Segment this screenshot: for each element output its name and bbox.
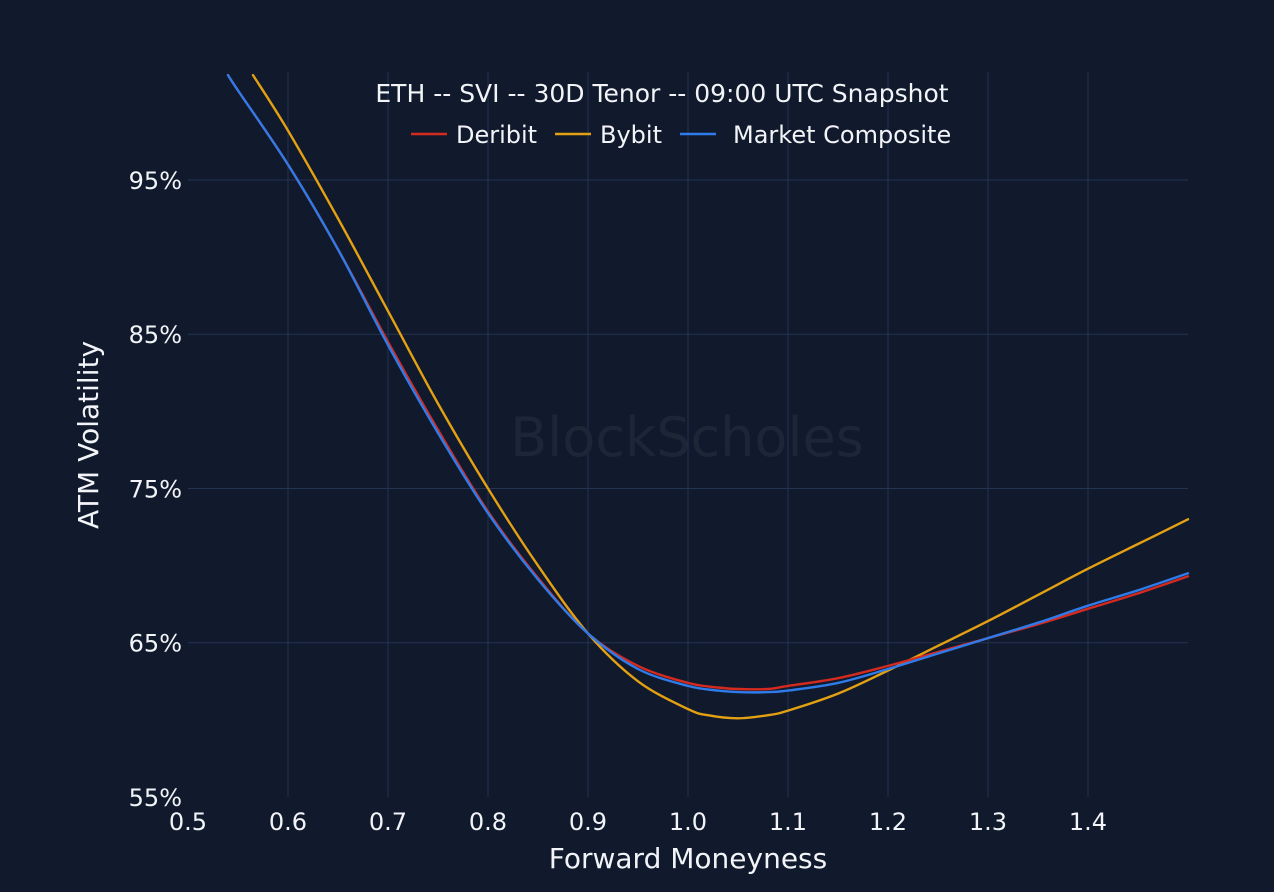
legend: Deribit Bybit Market Composite [411, 121, 951, 149]
x-tick-label: 1.1 [769, 808, 807, 836]
series-line-deribit [226, 73, 1190, 691]
series-lines [226, 73, 1190, 720]
grid [188, 72, 1188, 797]
series-line-market-composite [226, 73, 1190, 694]
x-tick-label: 1.0 [669, 808, 707, 836]
x-tick-label: 0.6 [269, 808, 307, 836]
y-tick-label: 75% [129, 475, 182, 503]
y-tick-label: 95% [129, 167, 182, 195]
y-axis-label: ATM Volatility [72, 341, 105, 529]
series-line-bybit [251, 73, 1190, 720]
x-tick-label: 0.5 [169, 808, 207, 836]
y-tick-label: 85% [129, 321, 182, 349]
legend-item-deribit[interactable]: Deribit [411, 121, 537, 149]
legend-item-bybit[interactable]: Bybit [555, 121, 662, 149]
legend-label: Bybit [600, 121, 662, 149]
legend-label: Deribit [456, 121, 537, 149]
x-tick-label: 1.2 [869, 808, 907, 836]
x-tick-label: 0.9 [569, 808, 607, 836]
x-tick-label: 0.7 [369, 808, 407, 836]
x-axis-label: Forward Moneyness [549, 842, 827, 875]
x-tick-label: 1.4 [1069, 808, 1107, 836]
x-tick-label: 0.8 [469, 808, 507, 836]
x-tick-label: 1.3 [969, 808, 1007, 836]
chart-title: ETH -- SVI -- 30D Tenor -- 09:00 UTC Sna… [375, 79, 948, 108]
watermark-text: BlockScholes [510, 406, 864, 469]
y-tick-label: 55% [129, 784, 182, 812]
legend-item-market-composite[interactable]: Market Composite [680, 121, 951, 149]
axes: 0.5 0.6 0.7 0.8 0.9 1.0 1.1 1.2 1.3 1.4 55% 65% 75% 8… [129, 167, 1107, 836]
legend-label: Market Composite [733, 121, 951, 149]
y-tick-label: 65% [129, 630, 182, 658]
